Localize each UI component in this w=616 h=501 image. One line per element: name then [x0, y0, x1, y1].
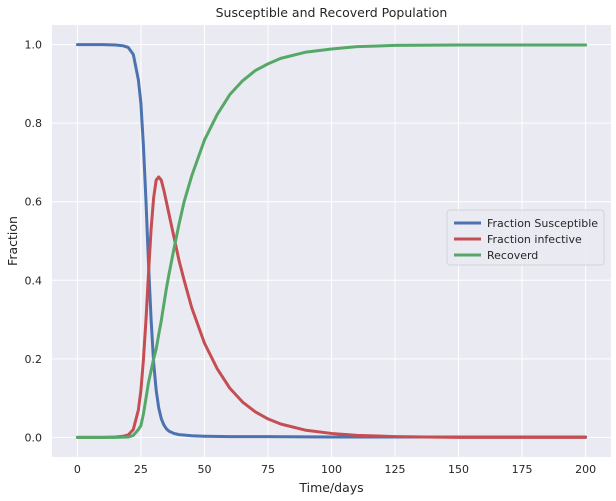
y-tick-labels: 0.0 0.2 0.4 0.6 0.8 1.0 — [25, 39, 43, 445]
y-axis-label: Fraction — [5, 216, 20, 266]
y-tick-label: 0.2 — [25, 353, 43, 366]
y-tick-label: 1.0 — [25, 39, 43, 52]
x-tick-label: 150 — [448, 463, 469, 476]
y-tick-label: 0.6 — [25, 196, 43, 209]
y-tick-label: 0.8 — [25, 117, 43, 130]
y-tick-label: 0.4 — [25, 274, 43, 287]
x-tick-labels: 0 25 50 75 100 125 150 175 200 — [74, 463, 596, 476]
x-tick-label: 175 — [512, 463, 533, 476]
series-line-susceptible — [75, 43, 588, 439]
x-axis-label: Time/days — [298, 480, 363, 495]
legend: Fraction Susceptible Fraction infective … — [446, 209, 605, 266]
legend-label-recovered: Recoverd — [487, 249, 538, 262]
legend-label-infective: Fraction infective — [487, 233, 582, 246]
x-tick-label: 100 — [321, 463, 342, 476]
series-lines — [75, 43, 588, 439]
legend-label-susceptible: Fraction Susceptible — [487, 217, 598, 230]
x-tick-label: 200 — [575, 463, 596, 476]
legend-box — [446, 209, 605, 266]
x-tick-label: 75 — [261, 463, 275, 476]
series-line-recovered — [75, 43, 588, 439]
y-tick-label: 0.0 — [25, 431, 43, 444]
x-tick-label: 0 — [74, 463, 81, 476]
series-line-infective — [75, 175, 588, 439]
x-tick-label: 25 — [134, 463, 148, 476]
x-tick-label: 50 — [197, 463, 211, 476]
chart-title: Susceptible and Recoverd Population — [216, 5, 448, 20]
x-tick-label: 125 — [385, 463, 406, 476]
